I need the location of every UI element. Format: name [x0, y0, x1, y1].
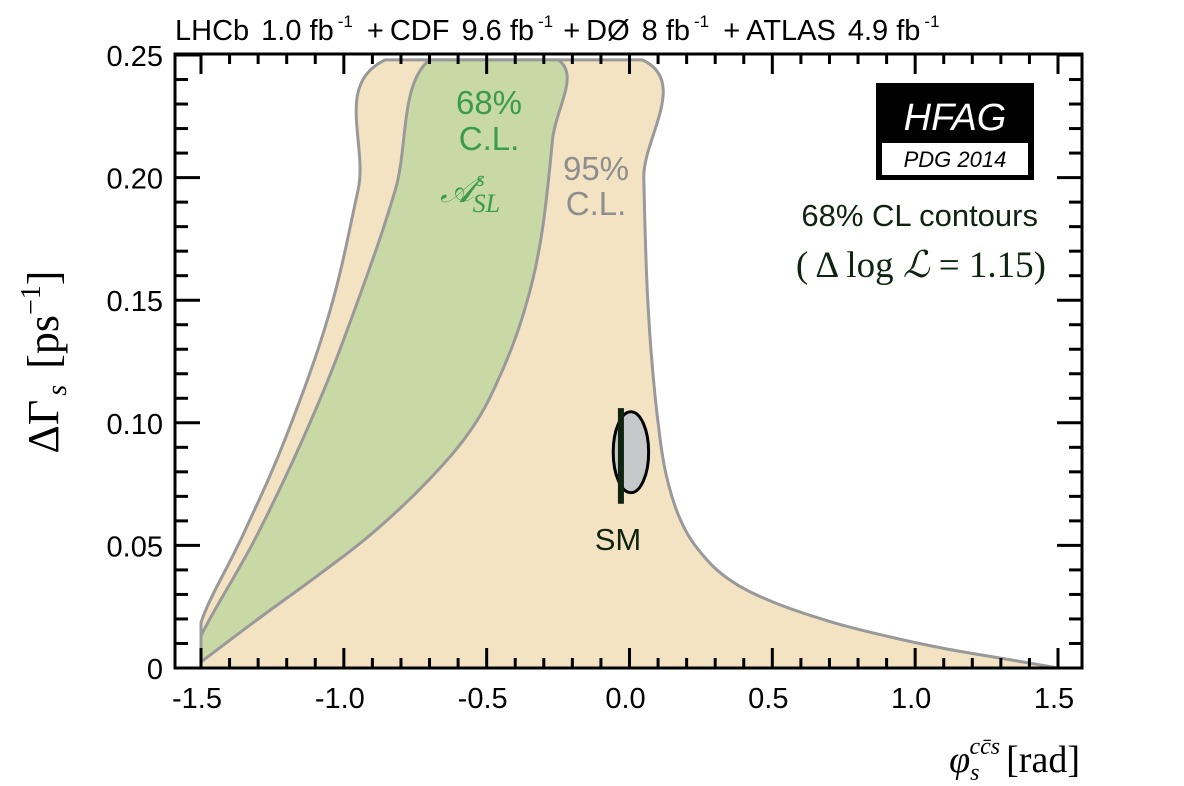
y-tick-label: 0.10 [107, 409, 163, 441]
logo-top-text: HFAG [904, 97, 1007, 139]
gray-cl-label-2: C.L. [566, 185, 627, 222]
green-asl-label: 𝒜s SL [440, 166, 500, 218]
title-exp-0: LHCb [175, 15, 249, 47]
contour-group [611, 408, 651, 504]
sm-label: SM [595, 522, 642, 557]
x-tick-label: -0.5 [458, 683, 508, 715]
y-tick-label: 0.25 [107, 41, 163, 73]
y-axis-label: ΔΓs[ps−1] [16, 271, 73, 454]
x-tick-label: -1.5 [172, 683, 222, 715]
x-tick-label: 1.0 [891, 683, 931, 715]
x-tick-label: 0.0 [605, 683, 645, 715]
confidence-regions [199, 58, 1060, 670]
y-tick-label: 0.20 [107, 164, 163, 196]
green-cl-label-1: 68% [456, 84, 522, 121]
x-tick-label: 0.5 [748, 683, 788, 715]
axis-ticks [175, 53, 1082, 670]
y-tick-label: 0 [147, 654, 163, 686]
chart-title: LHCb 1.0 fb -1 + CDF 9.6 fb -1 + DØ 8 fb -1 + ATL… [175, 2, 940, 47]
logo-bottom-text: PDG 2014 [904, 147, 1007, 172]
tick-labels: -1.5 -1.0 -0.5 0.0 0.5 1.0 1.5 0 0.05 0.10 0.15 0.2… [107, 41, 1075, 715]
hfag-logo: HFAG PDG 2014 [876, 83, 1034, 180]
y-tick-label: 0.05 [107, 531, 163, 563]
region-68cl-asl [199, 58, 569, 664]
gray-cl-label-1: 95% [563, 150, 629, 187]
contour-note-1: 68% CL contours [801, 198, 1038, 233]
green-cl-label-2: C.L. [459, 120, 520, 157]
x-tick-label: 1.5 [1034, 683, 1074, 715]
contour-note-2: ( Δ log ℒ = 1.15) [796, 245, 1046, 286]
x-axis-label: φscc̄s [rad] [949, 734, 1080, 786]
x-tick-label: -1.0 [315, 683, 365, 715]
y-tick-label: 0.15 [107, 286, 163, 318]
